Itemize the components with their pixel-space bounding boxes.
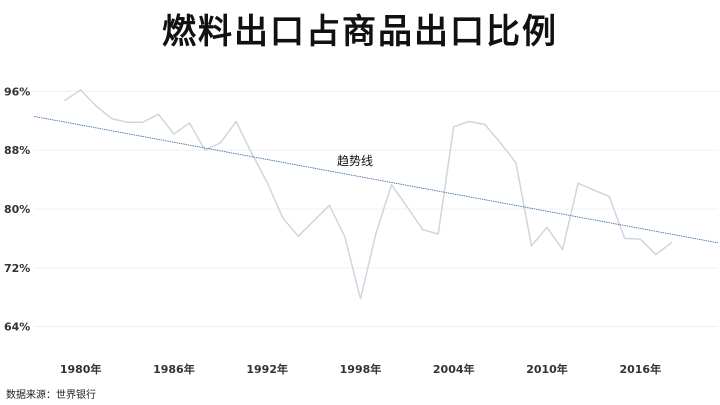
- x-tick-label: 2004年: [433, 362, 475, 376]
- data-point: [328, 204, 331, 207]
- data-point: [250, 152, 253, 154]
- data-point: [64, 99, 66, 102]
- data-point: [95, 105, 97, 107]
- data-point: [421, 228, 424, 231]
- data-point: [437, 233, 439, 235]
- data-point: [655, 253, 657, 256]
- x-tick-label: 1986年: [153, 362, 195, 376]
- data-point: [546, 226, 548, 229]
- data-point: [375, 232, 377, 235]
- y-axis-ticks: 64% 72% 80% 88% 96%: [4, 85, 30, 333]
- data-point: [592, 189, 595, 191]
- trendline-group: 趋势线: [33, 115, 719, 244]
- data-point: [359, 297, 362, 300]
- x-tick-label: 2010年: [526, 362, 568, 376]
- data-point: [173, 133, 175, 135]
- y-tick-label: 64%: [4, 321, 30, 334]
- data-point: [484, 123, 486, 126]
- data-point: [344, 236, 346, 238]
- data-point: [79, 89, 82, 91]
- data-point: [235, 120, 237, 123]
- data-point: [623, 237, 626, 240]
- data-point: [281, 217, 284, 219]
- x-axis-ticks: 1980年 1986年 1992年 1998年 2004年 2010年 2016年: [60, 362, 661, 376]
- data-point: [608, 195, 610, 198]
- trendline: [33, 115, 719, 244]
- data-point: [110, 117, 113, 120]
- data-point: [499, 142, 502, 144]
- trendline-label: 趋势线: [337, 154, 373, 168]
- y-tick-label: 72%: [4, 262, 30, 275]
- data-point: [515, 161, 517, 164]
- data-point: [390, 183, 393, 186]
- data-point: [561, 248, 564, 251]
- x-tick-label: 1998年: [340, 362, 382, 376]
- data-point: [219, 142, 222, 144]
- series-line: [64, 89, 672, 300]
- x-tick-label: 1980年: [60, 362, 102, 376]
- data-point: [142, 121, 144, 124]
- data-point: [204, 149, 206, 151]
- data-point: [266, 181, 268, 184]
- data-point: [639, 238, 642, 240]
- data-point: [670, 242, 673, 244]
- y-tick-label: 80%: [4, 203, 30, 216]
- x-tick-label: 2016年: [619, 362, 661, 376]
- series-lines: [64, 89, 673, 300]
- data-point: [126, 121, 129, 124]
- data-point: [530, 244, 533, 247]
- y-tick-label: 96%: [4, 85, 30, 98]
- x-tick-label: 1992年: [246, 362, 288, 376]
- gridlines: [34, 90, 718, 328]
- source-note: 数据来源：世界银行: [6, 390, 96, 401]
- chart-title: 燃料出口占商品出口比例: [162, 12, 558, 52]
- data-point: [157, 113, 160, 115]
- data-point: [577, 182, 579, 185]
- y-tick-label: 88%: [4, 144, 30, 157]
- data-point: [188, 122, 191, 124]
- data-point: [452, 125, 455, 128]
- data-point: [468, 120, 471, 123]
- data-point: [297, 235, 300, 237]
- data-point: [313, 219, 315, 222]
- data-point: [406, 205, 408, 208]
